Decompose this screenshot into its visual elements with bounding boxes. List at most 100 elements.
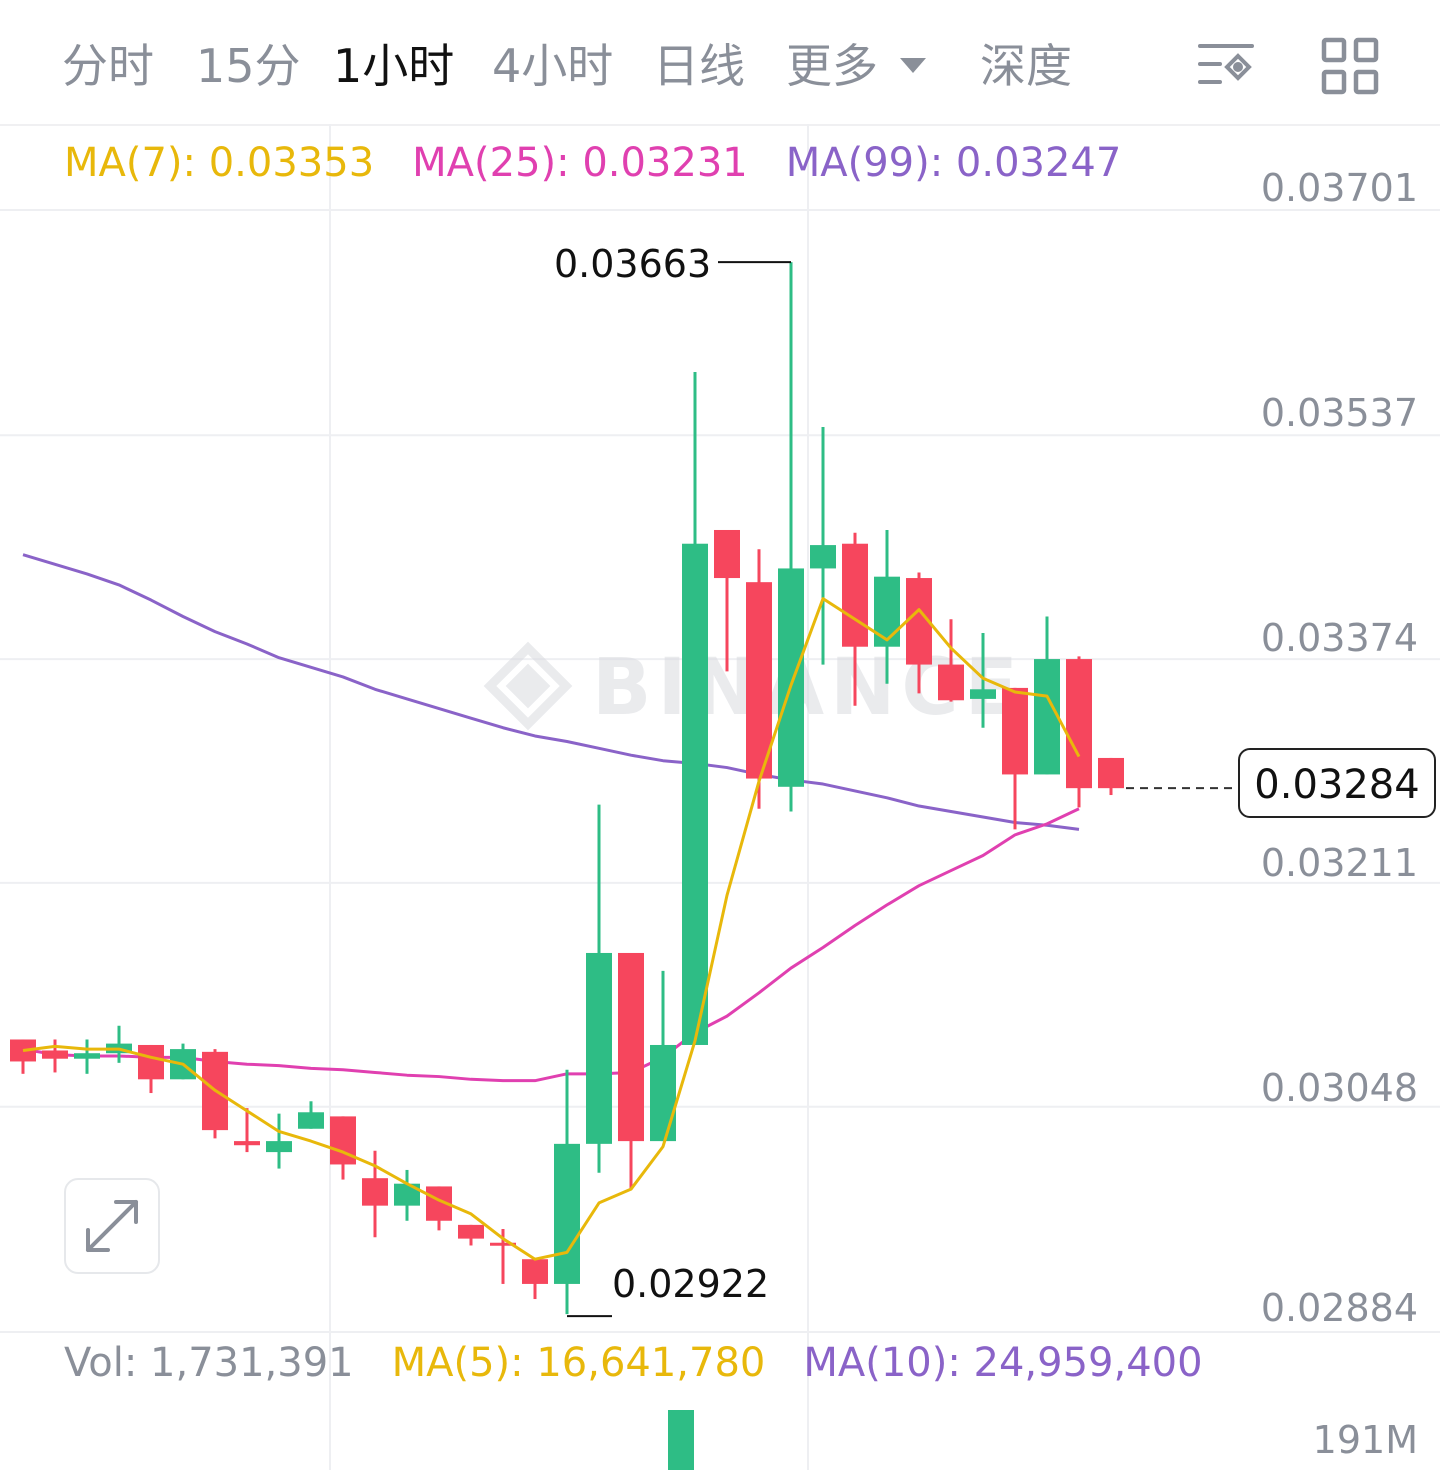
logo-diamond: [483, 641, 573, 731]
candle: [394, 1169, 420, 1221]
binance-logo-icon: [483, 641, 573, 731]
candle-body: [1066, 659, 1092, 789]
ma7-label: MA(7): 0.03353: [64, 140, 375, 186]
volume-label: Vol: 1,731,391: [64, 1340, 354, 1386]
low-price-label: 0.02922: [612, 1262, 770, 1306]
candle-body: [42, 1050, 68, 1059]
candle: [138, 1044, 164, 1094]
candle-body: [746, 582, 772, 779]
candle-body: [618, 952, 644, 1142]
candle-body: [362, 1178, 388, 1206]
ma99-line: [22, 553, 1080, 831]
candle-body: [266, 1141, 292, 1153]
grid-layout-icon[interactable]: [1318, 34, 1382, 98]
candle-body: [458, 1224, 484, 1239]
high-price-label: 0.03663: [554, 242, 712, 286]
ma25-label: MA(25): 0.03231: [412, 140, 748, 186]
candle: [554, 1069, 580, 1315]
candle-body: [842, 543, 868, 647]
candle: [874, 529, 900, 684]
candle: [778, 262, 804, 812]
candle-body: [1034, 659, 1060, 775]
annotation-layer: [567, 261, 1236, 1318]
y-tick-label: 0.03211: [1260, 841, 1418, 885]
candle: [522, 1259, 548, 1300]
tab-4h[interactable]: 4小时: [492, 39, 614, 93]
candle: [682, 372, 708, 1045]
candle: [1066, 656, 1092, 808]
candle-body: [778, 568, 804, 787]
candle-body: [682, 543, 708, 1045]
candle: [714, 529, 740, 672]
candle-body: [554, 1143, 580, 1284]
ma7-line-layer: [22, 597, 1081, 1261]
candle: [74, 1039, 100, 1074]
candle-body: [650, 1044, 676, 1142]
y-tick-label: 0.02884: [1260, 1286, 1418, 1330]
tab-more[interactable]: 更多: [786, 30, 926, 96]
fullscreen-button[interactable]: [64, 1178, 160, 1274]
ma25-line-layer: [22, 807, 1080, 1083]
y-tick-label: 0.03048: [1260, 1066, 1418, 1110]
indicator-settings-icon[interactable]: [1194, 34, 1258, 98]
candle: [426, 1186, 452, 1231]
ma7-line: [22, 597, 1081, 1261]
candle: [42, 1039, 68, 1073]
candle-body: [874, 576, 900, 647]
tab-15m[interactable]: 15分: [196, 39, 301, 93]
volume-layer: [668, 1410, 694, 1470]
tab-depth[interactable]: 深度: [980, 39, 1072, 93]
candle: [970, 632, 996, 728]
candle-body: [74, 1053, 100, 1059]
expand-arrows-icon: [86, 1200, 138, 1252]
candle-body: [234, 1141, 260, 1146]
candle: [586, 804, 612, 1173]
candle: [266, 1113, 292, 1169]
candle-body: [522, 1259, 548, 1284]
ma99-label: MA(99): 0.03247: [785, 140, 1122, 186]
candle-body: [298, 1112, 324, 1129]
candles-layer: [10, 262, 1124, 1315]
candle: [650, 970, 676, 1142]
candle-body: [394, 1183, 420, 1206]
candle: [746, 549, 772, 809]
y-tick-label: 0.03374: [1260, 616, 1418, 660]
candle: [362, 1150, 388, 1238]
candle: [810, 426, 836, 665]
candle: [202, 1049, 228, 1139]
y-tick-label: 0.03701: [1260, 166, 1418, 210]
vol-ma5-label: MA(5): 16,641,780: [391, 1340, 766, 1386]
tab-1h[interactable]: 1小时: [333, 39, 455, 93]
candle: [10, 1039, 36, 1074]
candle-body: [938, 664, 964, 701]
candle: [234, 1108, 260, 1153]
ma99-line-layer: [22, 553, 1080, 831]
tab-more-label: 更多: [786, 39, 878, 93]
price-indicator-legend: MA(7): 0.03353 MA(25): 0.03231 MA(99): 0.0…: [64, 140, 1159, 186]
tab-time-share[interactable]: 分时: [62, 39, 154, 93]
timeframe-tabs: 分时 15分 1小时 4小时 日线 更多 深度: [0, 0, 1440, 126]
candle: [938, 619, 964, 702]
candle-body: [490, 1242, 516, 1246]
ma25-line: [22, 807, 1080, 1083]
chevron-down-icon: [900, 58, 926, 73]
candle-body: [1002, 687, 1028, 775]
candle-body: [970, 689, 996, 699]
y-tick-label: 0.03537: [1260, 391, 1418, 435]
logo-diamond-inner: [505, 663, 551, 709]
tab-daily[interactable]: 日线: [653, 39, 745, 93]
candle: [1002, 687, 1028, 830]
candle-body: [586, 952, 612, 1144]
volume-scale-label: 191M: [1312, 1418, 1418, 1462]
volume-bar: [668, 1410, 694, 1470]
vol-ma10-label: MA(10): 24,959,400: [803, 1340, 1203, 1386]
candle: [842, 532, 868, 706]
candle-body: [810, 545, 836, 569]
candle: [618, 952, 644, 1190]
current-price-tag[interactable]: 0.03284: [1238, 748, 1436, 818]
candle: [298, 1101, 324, 1129]
candle: [458, 1224, 484, 1246]
candle-body: [1098, 757, 1124, 789]
volume-indicator-legend: Vol: 1,731,391 MA(5): 16,641,780 MA(10): 2…: [64, 1340, 1241, 1386]
